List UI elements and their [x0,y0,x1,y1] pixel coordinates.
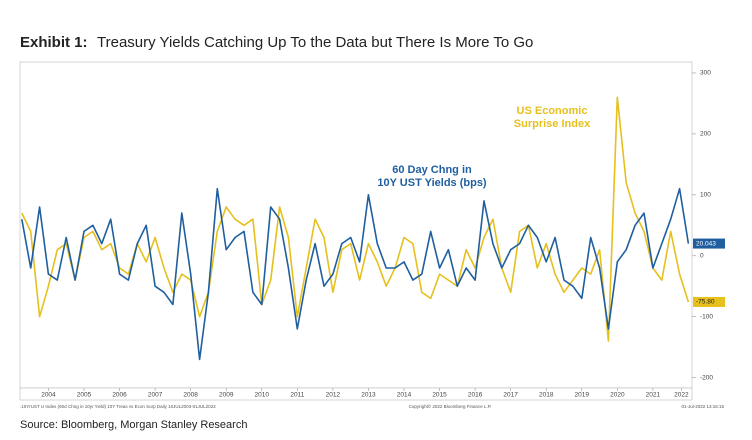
end-label-box [693,238,725,249]
x-tick-label: 2014 [397,392,412,399]
chart-title: Exhibit 1: [20,34,88,51]
x-tick-label: 2006 [112,392,127,399]
y-tick-label: 100 [700,192,711,199]
x-tick-label: 2013 [361,392,376,399]
x-tick-label: 2010 [255,392,270,399]
x-tick-label: 2015 [432,392,447,399]
x-tick-label: 2016 [468,392,483,399]
annotation: Surprise Index [514,118,591,130]
series-line [21,187,690,361]
end-label: -75.80 [696,299,715,306]
x-tick-label: 2012 [326,392,341,399]
x-tick-label: 2009 [219,392,234,399]
x-tick-label: 2008 [183,392,198,399]
x-tick-label: 2017 [503,392,518,399]
x-tick-label: 2007 [148,392,163,399]
end-label: 20.043 [696,240,716,247]
x-tick-label: 2018 [539,392,554,399]
x-tick-label: 2004 [41,392,56,399]
y-tick-label: -200 [700,374,713,381]
y-tick-label: 200 [700,131,711,138]
x-tick-label: 2005 [77,392,92,399]
y-tick-label: 0 [700,252,704,259]
annotation: 60 Day Chng in [392,164,472,176]
x-tick-label: 2020 [610,392,625,399]
annotation: 10Y UST Yields (bps) [377,177,487,189]
x-tick-label: 2022 [674,392,689,399]
chart-subtitle: Treasury Yields Catching Up To the Data … [97,34,533,51]
footer-center: Copyright© 2022 Bloomberg Finance L.P. [409,403,492,409]
end-label-box [693,296,725,307]
x-tick-label: 2021 [646,392,661,399]
x-axis-band [19,387,693,401]
x-tick-label: 2019 [575,392,590,399]
footer-right: 01-Jul-2022 13:16:15 [681,404,724,409]
x-tick-label: 2011 [290,392,304,399]
y-tick-label: 300 [700,70,711,77]
y-tick-label: -100 [700,313,713,320]
annotation: US Economic [517,105,588,117]
source: Source: Bloomberg, Morgan Stanley Resear… [20,419,247,431]
footer-left: .10YrUST U Index (60d Chng in 10yr Yield… [20,404,216,409]
plot-frame [19,61,693,389]
series-line [21,96,690,342]
